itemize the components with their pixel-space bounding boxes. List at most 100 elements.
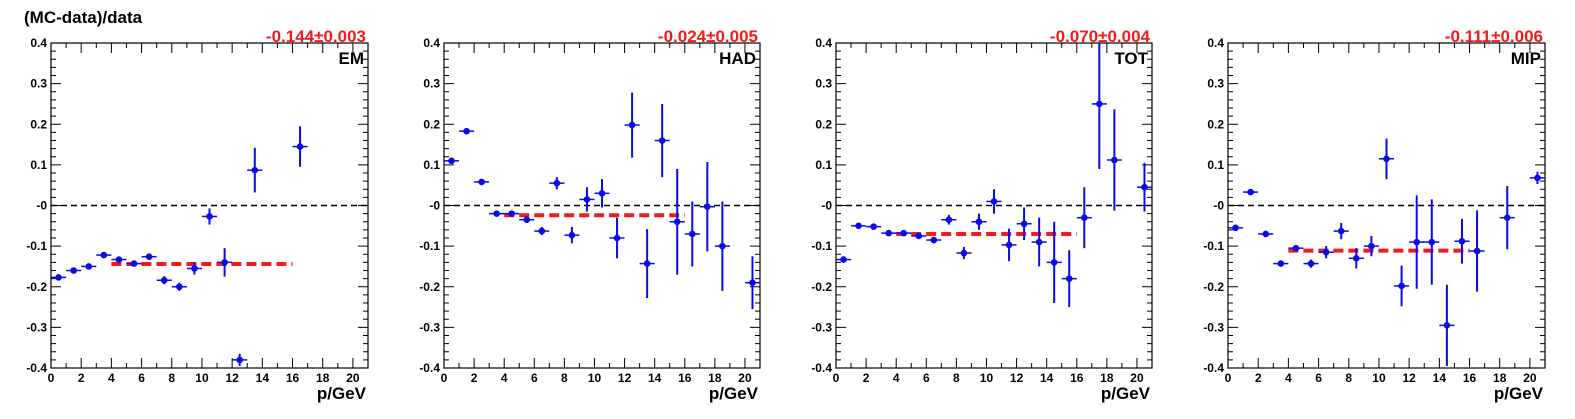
- data-point: [654, 103, 670, 178]
- data-marker: [613, 234, 621, 242]
- data-marker: [70, 267, 77, 274]
- data-marker: [100, 251, 108, 259]
- data-point: [111, 256, 127, 263]
- data-marker: [130, 260, 138, 267]
- y-tick-label: 0.4: [1207, 36, 1224, 50]
- data-marker: [840, 256, 847, 263]
- data-marker: [915, 232, 923, 240]
- y-tick-label: 0.2: [423, 117, 440, 131]
- data-marker: [900, 229, 908, 237]
- data-marker: [583, 196, 591, 203]
- data-marker: [688, 230, 696, 238]
- data-marker: [1096, 100, 1103, 108]
- data-point: [579, 187, 595, 212]
- x-tick-label: 8: [1345, 371, 1352, 385]
- data-point: [519, 216, 535, 224]
- x-tick-label: 20: [738, 371, 752, 385]
- data-marker: [478, 178, 485, 186]
- data-marker: [1020, 220, 1028, 228]
- data-point: [971, 213, 987, 230]
- y-tick-label: -0.2: [1203, 280, 1224, 294]
- y-tick-label: 0.1: [423, 158, 440, 172]
- data-point: [1424, 199, 1440, 285]
- x-tick-label: 6: [923, 371, 930, 385]
- y-tick-label: 0.2: [815, 117, 832, 131]
- y-tick-label: 0.3: [1207, 77, 1224, 91]
- fit-annotation: -0.070±0.004: [1050, 27, 1151, 46]
- data-marker: [1322, 248, 1330, 256]
- data-marker: [749, 279, 756, 286]
- x-tick-label: 4: [501, 371, 508, 385]
- y-tick-label: -0.2: [811, 280, 832, 294]
- x-tick-label: 16: [286, 371, 300, 385]
- data-point: [896, 229, 912, 237]
- data-point: [504, 210, 520, 217]
- data-point: [1499, 186, 1515, 250]
- data-marker: [719, 242, 726, 250]
- data-marker: [1111, 156, 1118, 164]
- y-tick-label: 0.2: [1207, 117, 1224, 131]
- data-marker: [704, 203, 711, 211]
- y-tick-label: -0.4: [26, 361, 47, 375]
- data-marker: [553, 179, 561, 187]
- x-tick-label: 4: [1285, 371, 1292, 385]
- data-point: [1046, 221, 1062, 303]
- y-tick-label: 0.3: [815, 77, 832, 91]
- x-tick-label: 6: [138, 371, 145, 385]
- data-marker: [975, 218, 983, 226]
- data-marker: [1292, 244, 1300, 252]
- data-point: [1076, 187, 1092, 249]
- x-tick-label: 2: [1255, 371, 1262, 385]
- data-marker: [885, 229, 892, 237]
- data-marker: [1383, 155, 1390, 163]
- data-point: [1439, 284, 1455, 366]
- data-point: [1303, 259, 1319, 268]
- y-tick-label: -0.3: [419, 320, 440, 334]
- x-tick-label: 6: [1315, 371, 1322, 385]
- x-tick-label: 16: [1070, 371, 1084, 385]
- x-tick-label: 2: [471, 371, 478, 385]
- data-marker: [855, 222, 862, 230]
- data-marker: [990, 198, 998, 205]
- panel-label: HAD: [719, 49, 756, 68]
- y-tick-label: 0.4: [423, 36, 440, 50]
- data-marker: [221, 259, 228, 266]
- x-tick-label: 10: [195, 371, 209, 385]
- data-point: [1529, 171, 1545, 184]
- plot-frame: [1227, 42, 1546, 369]
- data-point: [459, 127, 475, 135]
- data-marker: [448, 157, 455, 165]
- data-marker: [1005, 241, 1013, 249]
- x-axis-label: p/GeV: [1494, 384, 1544, 403]
- data-marker: [870, 223, 877, 230]
- data-marker: [628, 121, 636, 129]
- x-tick-label: 20: [1130, 371, 1144, 385]
- x-tick-label: 14: [1433, 371, 1447, 385]
- x-tick-label: 2: [78, 371, 85, 385]
- data-point: [186, 262, 202, 275]
- data-point: [232, 353, 248, 366]
- data-marker: [523, 216, 531, 224]
- data-marker: [643, 260, 651, 267]
- data-point: [1378, 138, 1395, 180]
- data-marker: [1277, 260, 1285, 267]
- y-tick-label: -0.4: [419, 361, 440, 375]
- x-tick-label: 12: [1010, 371, 1024, 385]
- data-point: [986, 189, 1002, 214]
- y-tick-label: -0: [36, 199, 47, 213]
- x-tick-label: 10: [1372, 371, 1386, 385]
- data-marker: [1534, 174, 1541, 182]
- x-tick-label: 18: [316, 371, 330, 385]
- data-marker: [960, 249, 968, 257]
- panel-label: MIP: [1511, 49, 1541, 68]
- data-point: [1001, 228, 1017, 262]
- x-tick-label: 4: [893, 371, 900, 385]
- data-point: [836, 256, 852, 263]
- x-tick-label: 0: [48, 371, 55, 385]
- data-point: [941, 214, 957, 225]
- data-point: [489, 210, 505, 217]
- data-marker: [1050, 259, 1058, 266]
- data-marker: [1353, 255, 1360, 262]
- y-tick-label: -0.1: [26, 239, 47, 253]
- fit-annotation: -0.144±0.003: [266, 27, 366, 46]
